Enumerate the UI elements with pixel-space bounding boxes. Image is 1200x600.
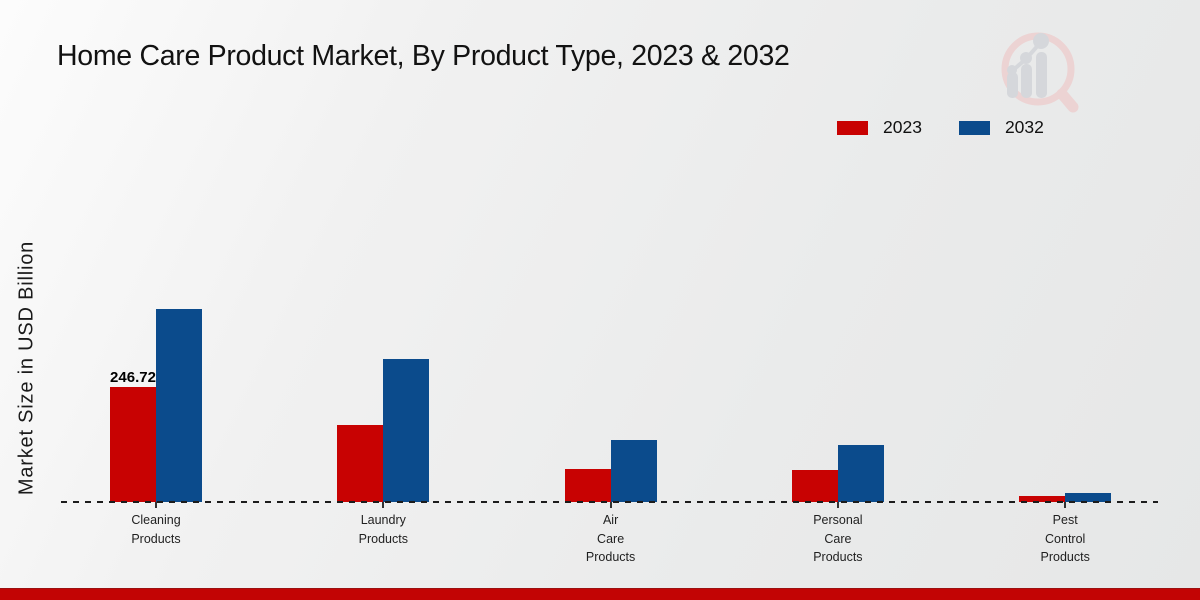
bar-2023-cleaning-products [110,387,156,502]
x-axis-tick [155,502,157,508]
category-label-laundry-products: Laundry Products [358,513,408,546]
legend-label-2032: 2032 [1004,117,1044,137]
legend-label-2023: 2023 [883,117,922,137]
bar-2023-personal-care-products [791,469,838,502]
bar-2023-air-care-products [564,468,611,502]
legend: 2023 2032 [837,117,1081,138]
x-axis-tick [382,502,385,508]
category-label-cleaning-products: Cleaning Products [131,513,181,546]
legend-item-2023: 2023 [837,117,922,138]
data-label-2023: 246.72 [110,369,156,387]
category-label-personal-care-products: Personal Care Products [813,513,863,564]
x-axis-tick [1064,502,1067,508]
x-axis-tick [836,502,839,508]
bar-2032-laundry-products [383,359,430,502]
bar-2023-pest-control-products [1019,496,1066,502]
legend-swatch-2023 [837,120,868,135]
bar-2023-laundry-products [337,425,384,502]
footer-accent-bar [0,588,1200,600]
x-axis-baseline [61,501,1158,503]
x-axis-tick [609,502,612,508]
legend-item-2032: 2032 [958,117,1044,138]
category-label-pest-control-products: Pest Control Products [1040,513,1090,564]
category-label-air-care-products: Air Care Products [585,513,636,564]
brand-logo-watermark [993,26,1081,116]
magnifier-bar-chart-icon [1001,32,1079,113]
chart-title: Home Care Product Market, By Product Typ… [57,40,790,72]
bar-2032-air-care-products [610,439,657,502]
bar-2032-pest-control-products [1065,492,1112,502]
bar-2032-personal-care-products [837,444,884,502]
bar-2032-cleaning-products [156,309,202,502]
legend-swatch-2032 [958,120,990,135]
